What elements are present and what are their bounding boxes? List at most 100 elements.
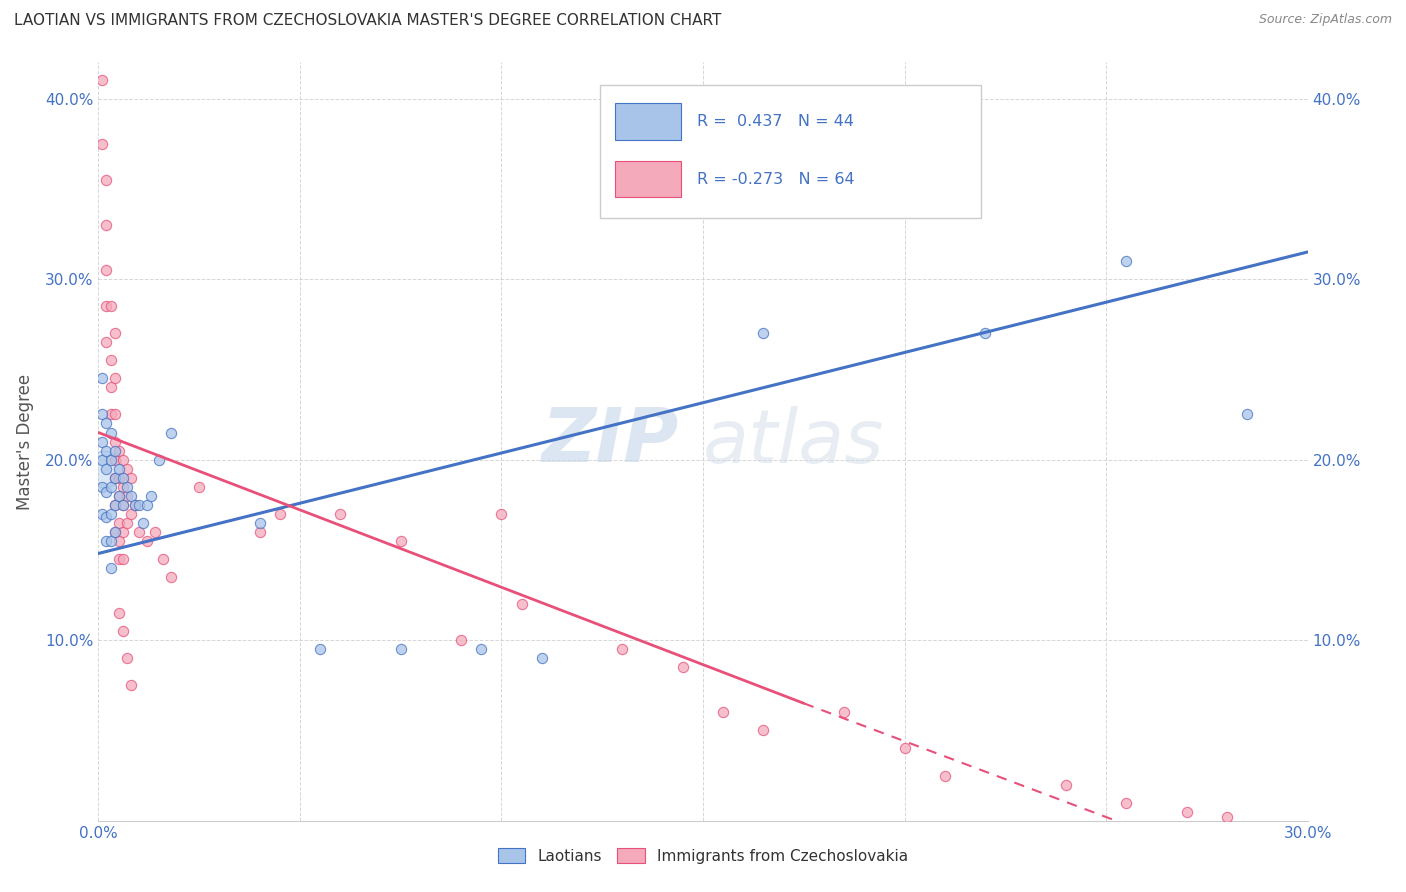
Point	[1216, 810, 1239, 824]
Legend: Laotians, Immigrants from Czechoslovakia: Laotians, Immigrants from Czechoslovakia	[492, 842, 914, 870]
Point	[93, 461, 115, 475]
Point	[111, 624, 134, 639]
Point	[1236, 408, 1258, 422]
Text: ZIP: ZIP	[541, 405, 679, 478]
Point	[711, 706, 734, 720]
Text: LAOTIAN VS IMMIGRANTS FROM CZECHOSLOVAKIA MASTER'S DEGREE CORRELATION CHART: LAOTIAN VS IMMIGRANTS FROM CZECHOSLOVAKI…	[14, 13, 721, 29]
Point	[111, 498, 134, 512]
FancyBboxPatch shape	[600, 85, 981, 218]
Point	[974, 326, 997, 341]
Point	[934, 768, 956, 782]
Point	[91, 408, 114, 422]
Point	[91, 434, 114, 449]
Point	[124, 498, 146, 512]
Point	[510, 597, 533, 611]
Point	[100, 408, 122, 422]
Point	[152, 552, 174, 566]
Point	[832, 706, 855, 720]
Point	[188, 480, 211, 494]
Point	[139, 489, 162, 503]
Point	[100, 533, 122, 548]
Point	[103, 408, 125, 422]
Point	[103, 498, 125, 512]
Point	[1054, 778, 1077, 792]
Point	[450, 633, 472, 648]
Point	[96, 485, 118, 500]
Point	[249, 524, 271, 539]
Point	[107, 470, 129, 484]
Point	[160, 570, 183, 584]
Point	[120, 489, 142, 503]
Point	[96, 443, 118, 458]
Point	[120, 470, 142, 484]
Point	[96, 510, 118, 524]
Point	[100, 425, 122, 440]
Point	[100, 353, 122, 368]
Point	[96, 417, 118, 431]
Point	[91, 136, 114, 151]
Point	[160, 425, 183, 440]
Point	[124, 498, 146, 512]
Point	[1115, 796, 1137, 810]
Point	[491, 507, 513, 521]
Point	[115, 480, 138, 494]
Point	[329, 507, 352, 521]
Point	[1115, 254, 1137, 268]
Point	[135, 498, 157, 512]
Point	[103, 371, 125, 385]
Point	[672, 660, 695, 674]
Point	[100, 561, 122, 575]
Text: atlas: atlas	[703, 406, 884, 477]
Point	[128, 498, 150, 512]
Text: R =  0.437   N = 44: R = 0.437 N = 44	[697, 114, 853, 129]
Point	[91, 507, 114, 521]
Point	[107, 552, 129, 566]
Text: Source: ZipAtlas.com: Source: ZipAtlas.com	[1258, 13, 1392, 27]
Point	[135, 533, 157, 548]
FancyBboxPatch shape	[614, 161, 682, 197]
Point	[107, 516, 129, 530]
Point	[103, 326, 125, 341]
Point	[752, 723, 775, 738]
Point	[269, 507, 291, 521]
Point	[91, 480, 114, 494]
Point	[111, 452, 134, 467]
Point	[103, 434, 125, 449]
Point	[530, 651, 553, 665]
Point	[96, 263, 118, 277]
Point	[96, 533, 118, 548]
Point	[612, 642, 634, 657]
Point	[115, 516, 138, 530]
Point	[148, 452, 170, 467]
Point	[100, 507, 122, 521]
Point	[111, 470, 134, 484]
Point	[309, 642, 332, 657]
Point	[128, 524, 150, 539]
Point	[103, 452, 125, 467]
Point	[107, 606, 129, 620]
Point	[103, 524, 125, 539]
Point	[96, 461, 118, 475]
Point	[107, 489, 129, 503]
Point	[249, 516, 271, 530]
Point	[100, 480, 122, 494]
Point	[91, 452, 114, 467]
Point	[115, 489, 138, 503]
Point	[111, 498, 134, 512]
Text: R = -0.273   N = 64: R = -0.273 N = 64	[697, 171, 855, 186]
Point	[111, 552, 134, 566]
Point	[111, 480, 134, 494]
Point	[470, 642, 492, 657]
Point	[115, 461, 138, 475]
Point	[100, 299, 122, 313]
Point	[893, 741, 915, 756]
Point	[103, 498, 125, 512]
Point	[107, 443, 129, 458]
FancyBboxPatch shape	[614, 103, 682, 140]
Point	[107, 533, 129, 548]
Point	[389, 533, 412, 548]
Point	[96, 335, 118, 350]
Point	[91, 371, 114, 385]
Point	[103, 470, 125, 484]
Point	[143, 524, 166, 539]
